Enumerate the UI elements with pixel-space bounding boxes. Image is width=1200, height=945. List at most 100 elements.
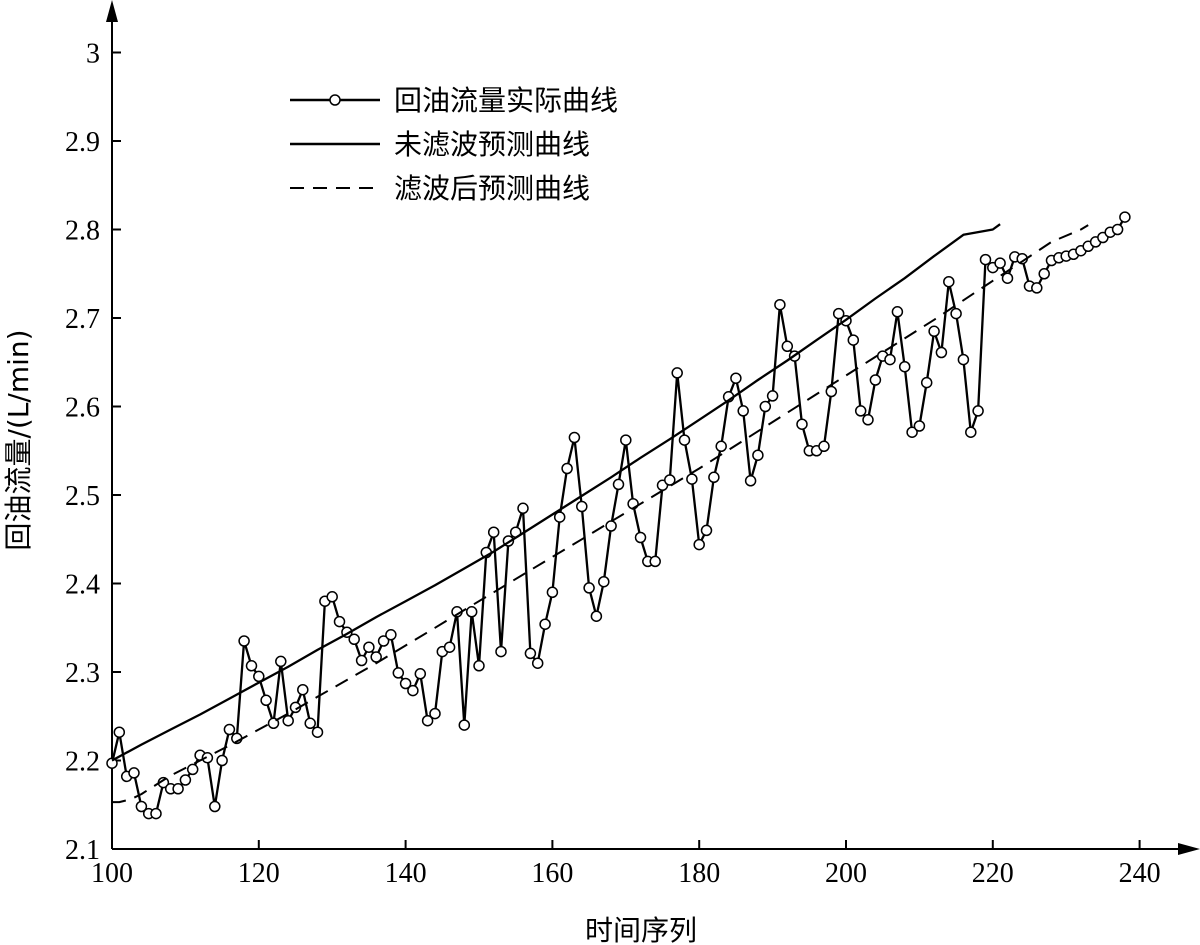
data-point	[737, 405, 749, 417]
x-tick-label: 200	[825, 858, 867, 889]
data-point	[524, 647, 537, 660]
data-point	[179, 774, 192, 786]
data-point	[920, 376, 933, 389]
data-point	[245, 660, 258, 672]
data-point	[612, 478, 625, 491]
data-point	[201, 752, 214, 764]
x-tick-label: 160	[531, 858, 573, 889]
x-tick-label: 120	[238, 858, 280, 889]
data-point	[898, 360, 911, 373]
data-point	[884, 353, 896, 366]
data-point	[399, 677, 412, 690]
data-point	[678, 434, 691, 446]
data-point	[113, 726, 126, 738]
data-point	[686, 473, 698, 485]
data-point	[620, 434, 632, 446]
y-tick-label: 2.9	[65, 127, 100, 158]
data-point	[671, 367, 683, 379]
y-ticks: 2.1 2.2 2.3 2.4 2.5 2.6 2.7 2.8 2.9 3	[65, 39, 121, 866]
data-point	[1031, 282, 1043, 294]
x-tick-label: 240	[1119, 858, 1161, 889]
data-point	[348, 633, 360, 646]
data-point	[664, 474, 676, 486]
data-point	[832, 307, 845, 320]
data-point	[715, 440, 727, 453]
legend-label-filtered: 滤波后预测曲线	[394, 172, 590, 205]
data-point	[598, 575, 610, 588]
x-axis-title: 时间序列	[585, 914, 697, 945]
data-point	[862, 414, 874, 426]
data-point	[957, 353, 970, 366]
data-point	[950, 307, 962, 320]
legend: 回油流量实际曲线 未滤波预测曲线 滤波后预测曲线	[290, 84, 618, 205]
data-point	[473, 660, 485, 672]
data-point	[458, 719, 471, 731]
y-axis-arrow	[106, 0, 118, 22]
data-point	[825, 385, 838, 398]
data-point	[700, 524, 713, 537]
data-point	[576, 500, 588, 513]
data-point	[487, 526, 500, 538]
data-point	[216, 754, 228, 767]
legend-label-unfiltered: 未滤波预测曲线	[394, 128, 590, 161]
data-point	[752, 449, 764, 461]
data-point	[150, 807, 162, 820]
data-point	[590, 610, 603, 622]
data-point	[421, 714, 434, 727]
data-point	[1001, 272, 1014, 284]
data-point	[854, 405, 867, 417]
legend-marker-actual	[329, 94, 341, 106]
data-point	[326, 591, 338, 603]
data-point	[869, 374, 882, 386]
y-tick-label: 2.5	[65, 481, 100, 512]
data-point	[546, 586, 559, 599]
series-line-actual	[110, 216, 1126, 815]
x-tick-label: 140	[385, 858, 427, 889]
x-ticks: 100 120 140 160 180 200 220 240	[91, 840, 1161, 889]
data-point	[744, 475, 757, 487]
data-point	[355, 654, 368, 667]
data-point	[891, 306, 904, 318]
data-point	[517, 502, 529, 515]
data-point	[979, 253, 992, 266]
legend-label-actual: 回油流量实际曲线	[394, 84, 618, 117]
data-point	[429, 707, 441, 720]
data-point	[913, 420, 926, 432]
data-point	[561, 462, 573, 475]
y-tick-label: 2.8	[65, 216, 100, 247]
data-point	[392, 667, 405, 679]
data-point	[377, 635, 390, 647]
data-point	[935, 346, 948, 359]
data-point	[370, 651, 382, 663]
data-point	[774, 298, 786, 311]
data-point	[583, 582, 595, 594]
series-line-unfiltered	[111, 223, 1001, 762]
data-point	[414, 668, 427, 680]
y-tick-label: 2.2	[65, 747, 100, 778]
data-point	[465, 606, 478, 618]
x-tick-label: 180	[678, 858, 720, 889]
y-tick-label: 2.3	[65, 658, 100, 689]
data-point	[972, 405, 984, 417]
data-point	[275, 655, 287, 668]
data-point	[759, 400, 772, 413]
data-point	[363, 641, 375, 653]
data-point	[238, 635, 250, 647]
data-point	[1119, 211, 1131, 223]
data-point	[553, 511, 566, 523]
data-point	[1111, 223, 1124, 236]
x-tick-label: 100	[91, 858, 133, 889]
data-point	[186, 763, 199, 776]
data-point	[333, 615, 346, 628]
data-point	[766, 390, 779, 402]
plot-series	[106, 211, 1131, 820]
data-point	[385, 629, 397, 641]
data-point	[223, 723, 236, 736]
y-tick-label: 2.4	[65, 570, 100, 601]
data-point	[539, 618, 551, 630]
data-point	[135, 800, 148, 813]
data-point	[443, 641, 456, 653]
data-point	[847, 334, 860, 346]
data-point	[781, 340, 794, 353]
